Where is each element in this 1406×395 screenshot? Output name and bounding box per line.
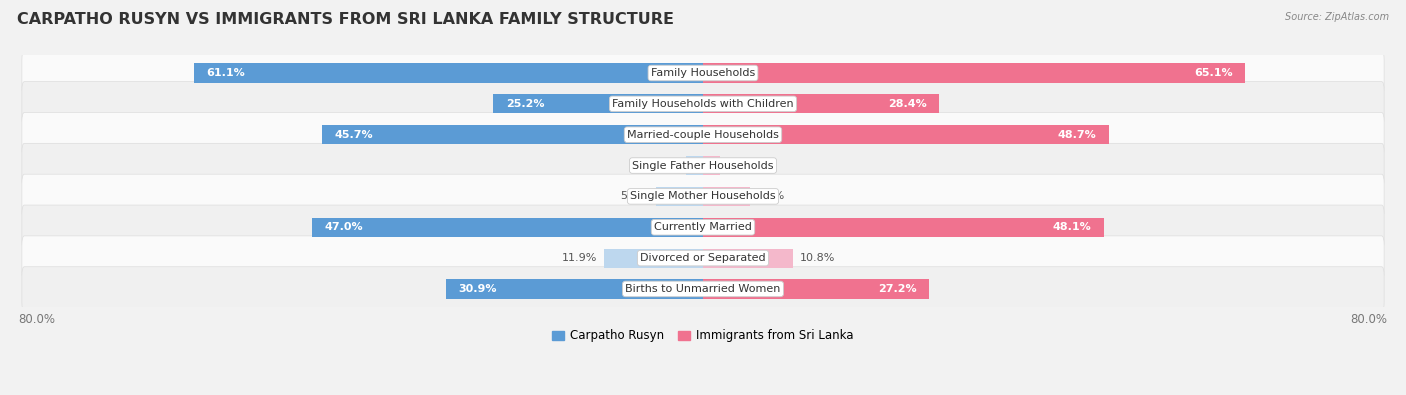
Text: 61.1%: 61.1%: [207, 68, 246, 78]
FancyBboxPatch shape: [22, 267, 1384, 311]
Bar: [322, 125, 703, 144]
Text: 2.0%: 2.0%: [727, 160, 755, 171]
Bar: [312, 218, 703, 237]
Text: 45.7%: 45.7%: [335, 130, 374, 140]
Bar: [703, 156, 720, 175]
Bar: [494, 94, 703, 113]
Text: 48.1%: 48.1%: [1052, 222, 1091, 232]
Text: 5.7%: 5.7%: [620, 192, 650, 201]
Bar: [703, 279, 929, 299]
FancyBboxPatch shape: [22, 82, 1384, 126]
Bar: [703, 64, 1246, 83]
Text: Family Households with Children: Family Households with Children: [612, 99, 794, 109]
Bar: [655, 187, 703, 206]
FancyBboxPatch shape: [22, 51, 1384, 95]
Text: 65.1%: 65.1%: [1194, 68, 1233, 78]
Text: 10.8%: 10.8%: [800, 253, 835, 263]
FancyBboxPatch shape: [22, 236, 1384, 280]
Text: Currently Married: Currently Married: [654, 222, 752, 232]
FancyBboxPatch shape: [22, 205, 1384, 250]
Text: Single Father Households: Single Father Households: [633, 160, 773, 171]
Bar: [686, 156, 703, 175]
Text: 47.0%: 47.0%: [325, 222, 363, 232]
Text: 28.4%: 28.4%: [889, 99, 927, 109]
Text: 27.2%: 27.2%: [879, 284, 917, 294]
Bar: [194, 64, 703, 83]
Text: 5.6%: 5.6%: [756, 192, 785, 201]
Text: Married-couple Households: Married-couple Households: [627, 130, 779, 140]
Text: 11.9%: 11.9%: [562, 253, 598, 263]
Text: Divorced or Separated: Divorced or Separated: [640, 253, 766, 263]
Text: Births to Unmarried Women: Births to Unmarried Women: [626, 284, 780, 294]
Text: Single Mother Households: Single Mother Households: [630, 192, 776, 201]
Bar: [703, 94, 939, 113]
Text: 25.2%: 25.2%: [506, 99, 544, 109]
Bar: [703, 125, 1108, 144]
Text: CARPATHO RUSYN VS IMMIGRANTS FROM SRI LANKA FAMILY STRUCTURE: CARPATHO RUSYN VS IMMIGRANTS FROM SRI LA…: [17, 12, 673, 27]
Text: Source: ZipAtlas.com: Source: ZipAtlas.com: [1285, 12, 1389, 22]
Bar: [446, 279, 703, 299]
Text: 48.7%: 48.7%: [1057, 130, 1097, 140]
Legend: Carpatho Rusyn, Immigrants from Sri Lanka: Carpatho Rusyn, Immigrants from Sri Lank…: [548, 325, 858, 347]
Bar: [703, 248, 793, 268]
Bar: [703, 187, 749, 206]
Text: 30.9%: 30.9%: [458, 284, 496, 294]
Text: 2.1%: 2.1%: [651, 160, 679, 171]
Text: Family Households: Family Households: [651, 68, 755, 78]
FancyBboxPatch shape: [22, 174, 1384, 218]
FancyBboxPatch shape: [22, 143, 1384, 188]
Bar: [605, 248, 703, 268]
FancyBboxPatch shape: [22, 113, 1384, 157]
Bar: [703, 218, 1104, 237]
